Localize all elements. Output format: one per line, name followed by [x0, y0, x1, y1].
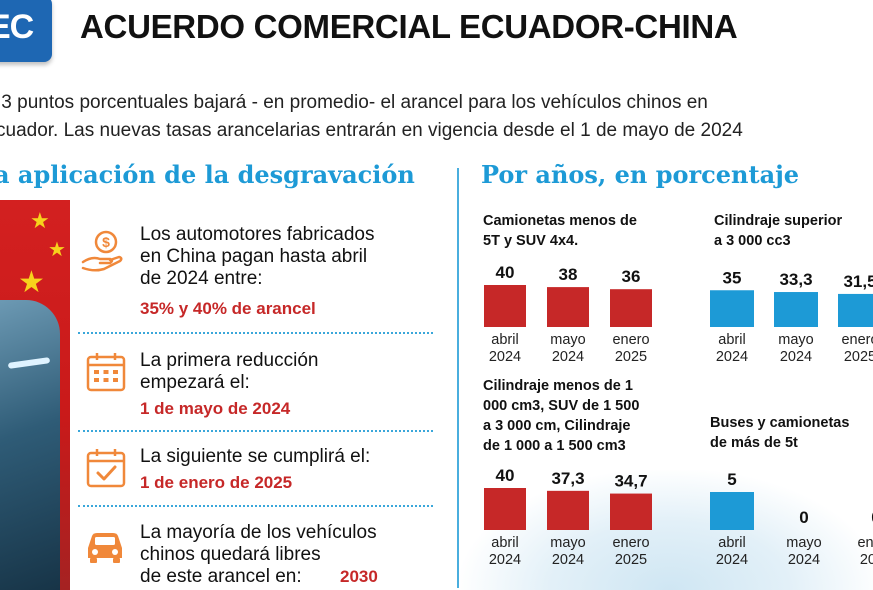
- x-tick-label: 2024: [788, 552, 820, 568]
- x-tick-label: 2025: [860, 552, 873, 568]
- section-divider: [457, 168, 459, 588]
- flag-star-icon: ★: [18, 266, 45, 299]
- x-tick-label: abril: [491, 332, 518, 348]
- item-4-highlight: 2030: [340, 567, 378, 586]
- chart-3-title-line: a 3 000 cm, Cilindraje: [483, 418, 631, 434]
- x-tick-label: abril: [718, 332, 745, 348]
- x-tick-label: enero: [612, 535, 649, 551]
- x-tick-label: enero: [612, 332, 649, 348]
- bar: [710, 492, 754, 530]
- money-hand-icon: $: [81, 230, 123, 272]
- x-tick-label: 2024: [716, 349, 748, 365]
- bar-value-label: 40: [496, 466, 515, 485]
- car-photo: [0, 300, 60, 590]
- x-tick-label: 2025: [844, 349, 873, 365]
- bar-value-label: 37,3: [551, 469, 584, 488]
- dotted-divider: [78, 430, 433, 432]
- x-tick-label: 2024: [489, 552, 521, 568]
- bar-value-label: 31,5: [843, 272, 873, 291]
- x-tick-label: mayo: [786, 535, 821, 551]
- bar: [484, 285, 526, 327]
- bar-value-label: 38: [559, 265, 578, 284]
- logo: [0, 0, 52, 62]
- chart-2-title-line: Cilindraje superior: [714, 213, 843, 229]
- bar-value-label: 34,7: [614, 472, 647, 491]
- flag-star-icon: ★: [30, 208, 50, 233]
- svg-text:$: $: [102, 234, 110, 250]
- x-tick-label: 2025: [615, 552, 647, 568]
- x-tick-label: abril: [491, 535, 518, 551]
- x-tick-label: 2025: [615, 349, 647, 365]
- bar: [547, 490, 589, 530]
- x-tick-label: 2024: [716, 552, 748, 568]
- chart-3-title-line: de 1 000 a 1 500 cm3: [483, 438, 626, 454]
- page-title: ACUERDO COMERCIAL ECUADOR-CHINA: [80, 8, 738, 45]
- x-tick-label: abril: [718, 535, 745, 551]
- bar: [610, 493, 652, 530]
- calendar-grid-icon: [86, 353, 126, 392]
- logo-text: EC: [0, 8, 34, 46]
- item-1-line-2: en China pagan hasta abril: [140, 246, 368, 267]
- chart-1-title-line: 5T y SUV 4x4.: [483, 233, 579, 249]
- bar: [774, 292, 818, 327]
- x-tick-label: enero: [841, 332, 873, 348]
- left-section-title: a aplicación de la desgravación: [0, 160, 415, 189]
- bar-value-label: 0: [871, 508, 873, 527]
- bar: [710, 290, 754, 327]
- item-2-highlight: 1 de mayo de 2024: [140, 399, 291, 418]
- intro-line-2: cuador. Las nuevas tasas arancelarias en…: [0, 120, 743, 141]
- item-1-line-1: Los automotores fabricados: [140, 224, 375, 245]
- bar-value-label: 33,3: [779, 270, 812, 289]
- item-3-highlight: 1 de enero de 2025: [140, 473, 293, 492]
- x-tick-label: 2024: [780, 349, 812, 365]
- item-4-line-3: de este arancel en:: [140, 566, 302, 587]
- background-wave: [460, 470, 873, 590]
- item-1-line-3: de 2024 entre:: [140, 268, 263, 289]
- intro-line-1: ,3 puntos porcentuales bajará - en prome…: [0, 92, 708, 113]
- item-1-highlight: 35% y 40% de arancel: [140, 299, 316, 318]
- item-4-line-1: La mayoría de los vehículos: [140, 522, 377, 543]
- flag-star-icon: ★: [48, 239, 66, 261]
- bar: [838, 293, 873, 327]
- x-tick-label: mayo: [778, 332, 813, 348]
- chart-4-title-line: Buses y camionetas: [710, 415, 850, 431]
- car-icon: [88, 533, 122, 563]
- bar: [547, 287, 589, 327]
- item-4-line-2: chinos quedará libres: [140, 544, 321, 565]
- bar-value-label: 0: [799, 508, 808, 527]
- x-tick-label: enero: [857, 535, 873, 551]
- dotted-divider: [78, 332, 433, 334]
- dotted-divider: [78, 505, 433, 507]
- right-section-title: Por años, en porcentaje: [481, 160, 800, 189]
- x-tick-label: 2024: [552, 552, 584, 568]
- item-3-line-1: La siguiente se cumplirá el:: [140, 446, 371, 467]
- item-2-line-2: empezará el:: [140, 372, 250, 393]
- chart-3-title-line: 000 cm3, SUV de 1 500: [483, 398, 640, 414]
- chart-2-title-line: a 3 000 cc3: [714, 233, 791, 249]
- bar: [610, 289, 652, 327]
- x-tick-label: mayo: [550, 332, 585, 348]
- x-tick-label: mayo: [550, 535, 585, 551]
- x-tick-label: 2024: [552, 349, 584, 365]
- calendar-check-icon: [86, 449, 126, 488]
- bar-value-label: 40: [496, 263, 515, 282]
- chart-4-title-line: de más de 5t: [710, 435, 798, 451]
- bar-value-label: 36: [622, 267, 641, 286]
- x-tick-label: 2024: [489, 349, 521, 365]
- chart-4-bar-chart: 5abril20240mayo20240enero2025: [710, 470, 873, 568]
- item-2-line-1: La primera reducción: [140, 350, 319, 371]
- bar-value-label: 35: [723, 268, 742, 287]
- bar: [484, 488, 526, 530]
- chart-1-title-line: Camionetas menos de: [483, 213, 637, 229]
- bar-value-label: 5: [727, 470, 736, 489]
- chart-3-title-line: Cilindraje menos de 1: [483, 378, 633, 394]
